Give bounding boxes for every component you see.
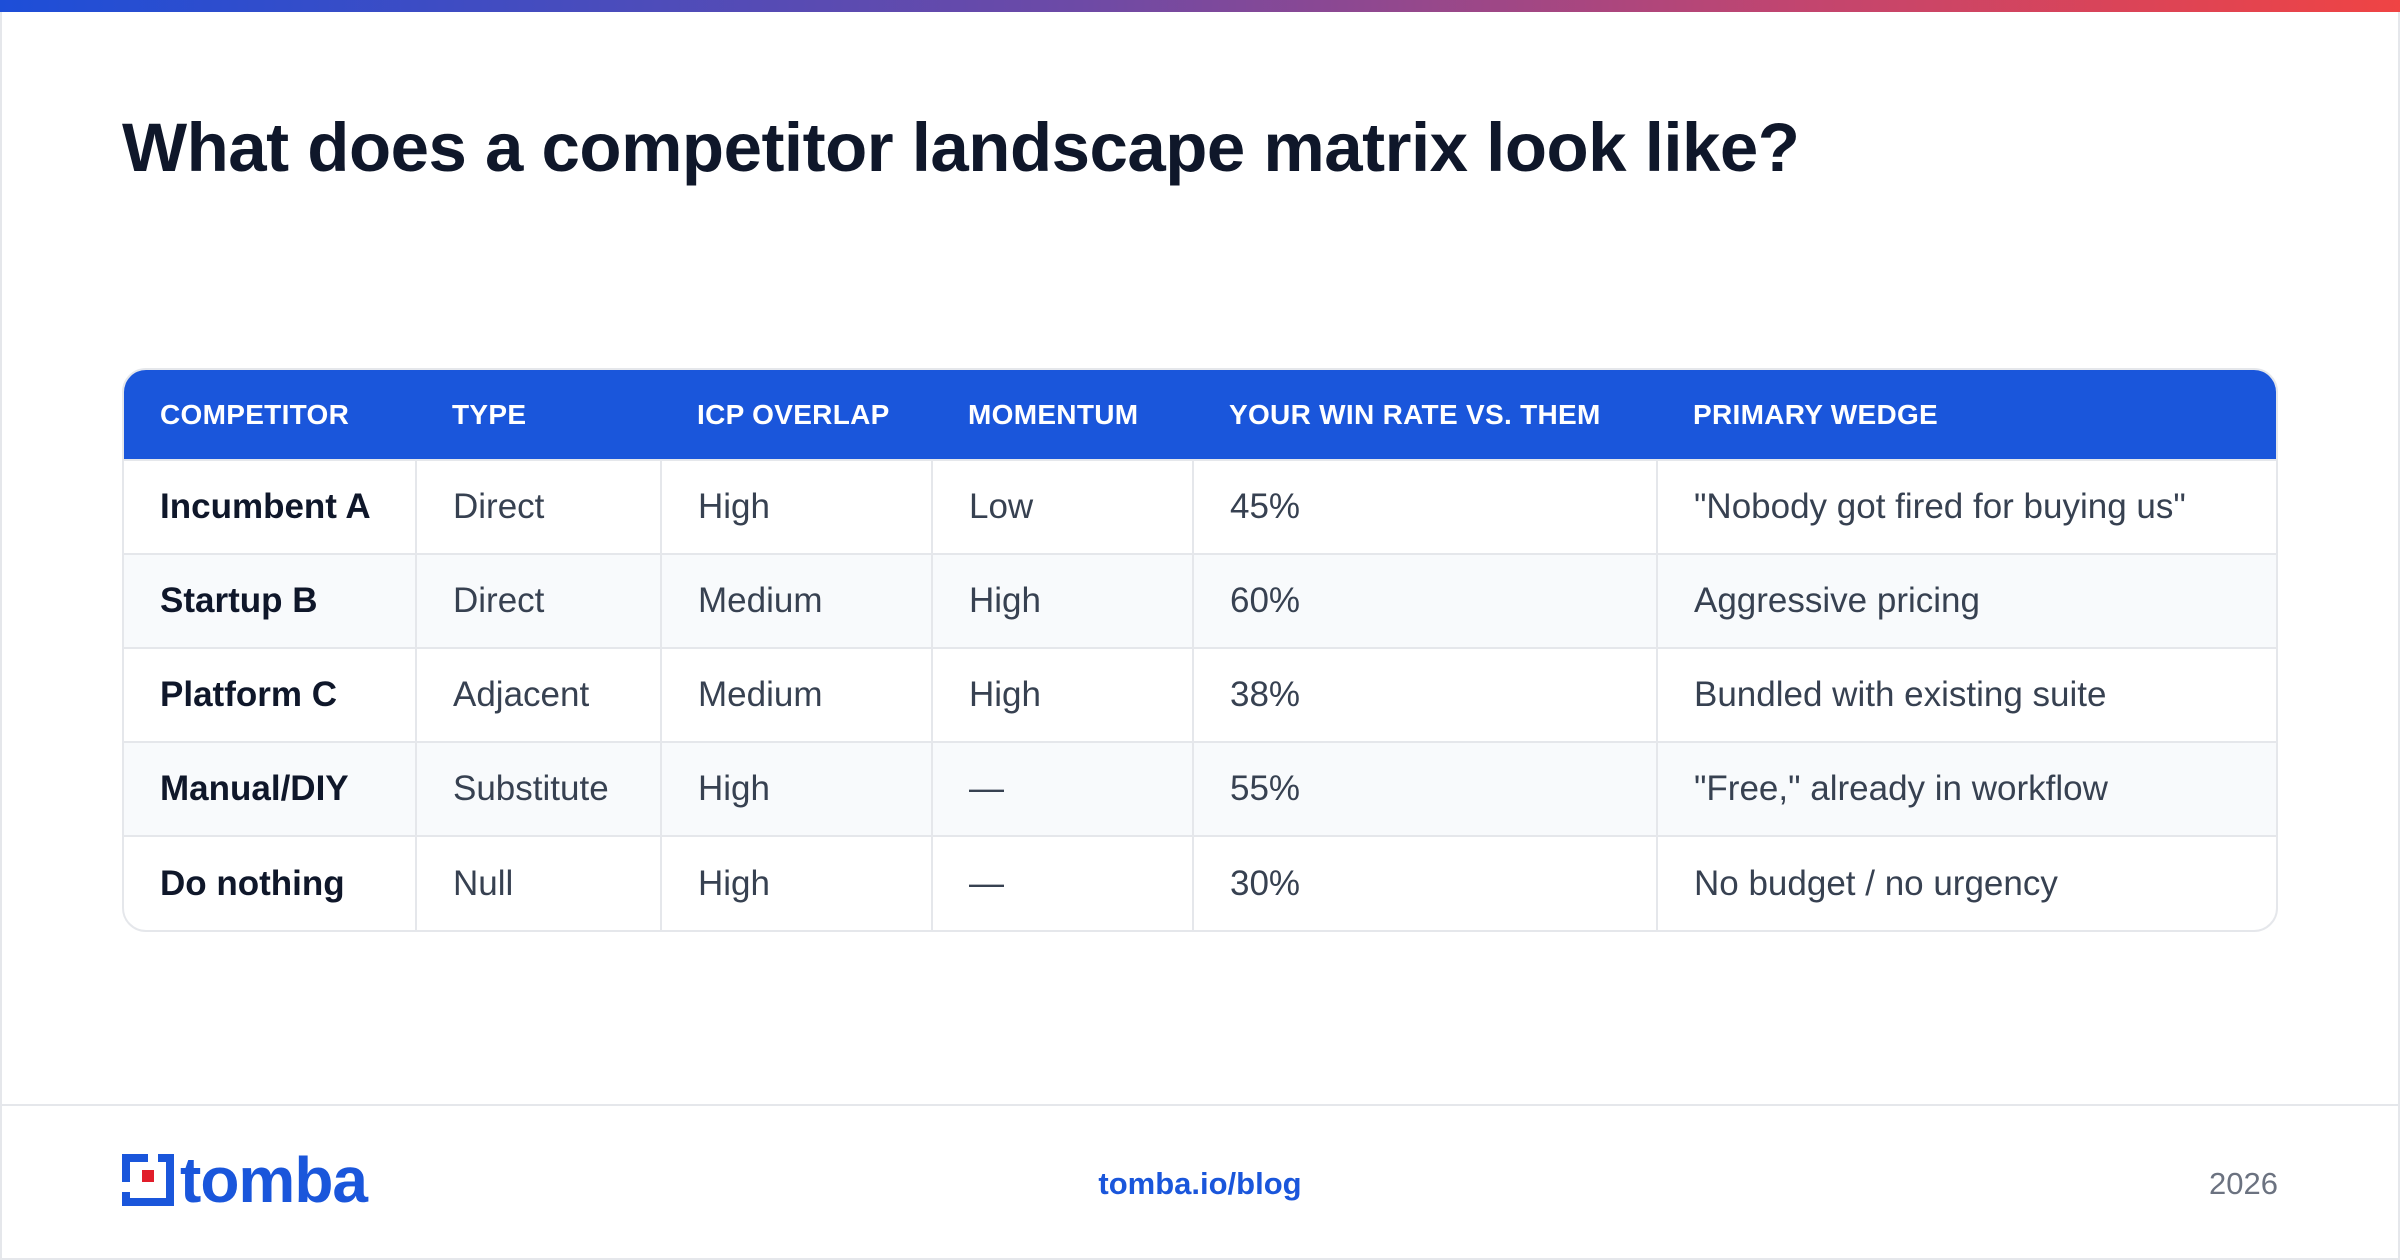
competitor-matrix-table: COMPETITOR TYPE ICP OVERLAP MOMENTUM YOU…	[122, 368, 2278, 932]
cell-competitor: Do nothing	[124, 835, 416, 930]
header-win-rate: YOUR WIN RATE VS. THEM	[1229, 398, 1601, 430]
gradient-top-bar	[0, 0, 2400, 12]
cell-win-rate: 45%	[1192, 459, 1657, 554]
cell-type: Null	[415, 835, 661, 930]
cell-momentum: High	[931, 647, 1193, 742]
page-title: What does a competitor landscape matrix …	[122, 109, 1800, 186]
cell-icp-overlap: High	[660, 459, 932, 554]
header-type: TYPE	[452, 398, 527, 430]
logo-wordmark: tomba	[180, 1144, 368, 1216]
cell-primary-wedge: No budget / no urgency	[1656, 835, 2276, 930]
cell-primary-wedge: "Free," already in workflow	[1656, 741, 2276, 836]
table-row: Incumbent A Direct High Low 45% "Nobody …	[124, 459, 2276, 554]
footer-year: 2026	[2209, 1166, 2278, 1201]
cell-icp-overlap: Medium	[660, 553, 932, 648]
footer-divider	[0, 1104, 2400, 1106]
cell-win-rate: 30%	[1192, 835, 1657, 930]
cell-win-rate: 55%	[1192, 741, 1657, 836]
tomba-logo[interactable]: tomba	[122, 1144, 368, 1216]
blog-link[interactable]: tomba.io/blog	[1098, 1166, 1302, 1201]
cell-competitor: Manual/DIY	[124, 741, 416, 836]
cell-icp-overlap: Medium	[660, 647, 932, 742]
header-competitor: COMPETITOR	[160, 398, 350, 430]
cell-competitor: Startup B	[124, 553, 416, 648]
cell-momentum: Low	[931, 459, 1193, 554]
cell-win-rate: 38%	[1192, 647, 1657, 742]
table-row: Startup B Direct Medium High 60% Aggress…	[124, 553, 2276, 648]
table-row: Do nothing Null High — 30% No budget / n…	[124, 835, 2276, 930]
cell-competitor: Platform C	[124, 647, 416, 742]
cell-win-rate: 60%	[1192, 553, 1657, 648]
cell-competitor: Incumbent A	[124, 459, 416, 554]
cell-type: Substitute	[415, 741, 661, 836]
table-header-row: COMPETITOR TYPE ICP OVERLAP MOMENTUM YOU…	[124, 370, 2276, 460]
table-row: Platform C Adjacent Medium High 38% Bund…	[124, 647, 2276, 742]
cell-primary-wedge: Bundled with existing suite	[1656, 647, 2276, 742]
cell-icp-overlap: High	[660, 835, 932, 930]
cell-type: Direct	[415, 459, 661, 554]
cell-primary-wedge: "Nobody got fired for buying us"	[1656, 459, 2276, 554]
header-primary-wedge: PRIMARY WEDGE	[1693, 398, 1939, 430]
header-icp-overlap: ICP OVERLAP	[697, 398, 890, 430]
cell-type: Direct	[415, 553, 661, 648]
table-row: Manual/DIY Substitute High — 55% "Free,"…	[124, 741, 2276, 836]
cell-type: Adjacent	[415, 647, 661, 742]
tomba-logo-icon	[122, 1154, 174, 1206]
cell-primary-wedge: Aggressive pricing	[1656, 553, 2276, 648]
cell-momentum: —	[931, 835, 1193, 930]
cell-icp-overlap: High	[660, 741, 932, 836]
header-momentum: MOMENTUM	[968, 398, 1139, 430]
cell-momentum: —	[931, 741, 1193, 836]
cell-momentum: High	[931, 553, 1193, 648]
